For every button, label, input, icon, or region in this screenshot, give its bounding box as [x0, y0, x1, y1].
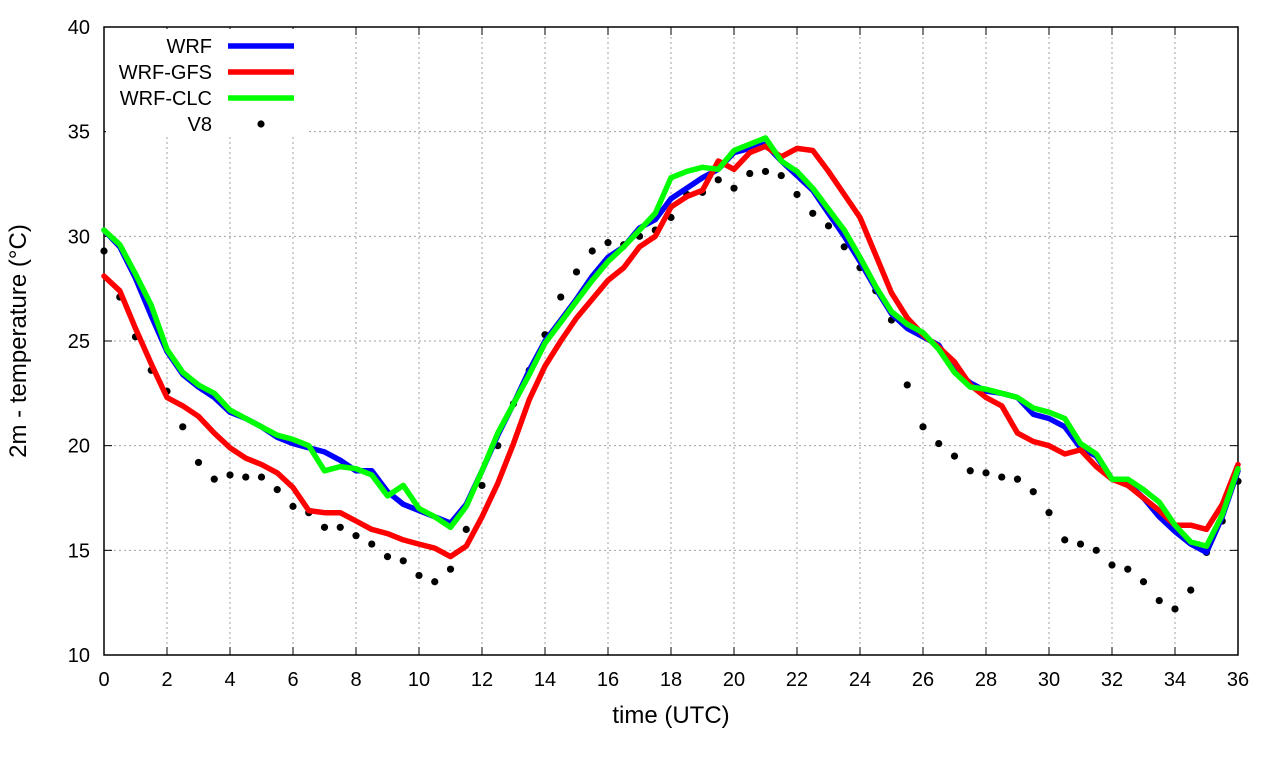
- data-point-v8: [446, 565, 455, 573]
- data-point-v8: [572, 268, 581, 276]
- data-point-v8: [746, 169, 754, 178]
- data-point-v8: [478, 481, 486, 490]
- legend: WRF WRF-GFS WRF-CLC V8: [106, 29, 306, 137]
- data-point-v8: [950, 452, 959, 460]
- data-point-v8: [210, 475, 218, 483]
- data-point-v8: [966, 467, 974, 475]
- series-group: [100, 135, 1242, 613]
- x-tick-label: 28: [975, 669, 997, 691]
- data-point-v8: [998, 473, 1006, 481]
- data-point-v8: [919, 423, 927, 431]
- data-point-v8: [257, 473, 266, 481]
- x-tick-label: 18: [660, 669, 682, 691]
- data-point-v8: [431, 578, 439, 586]
- data-point-v8: [588, 247, 596, 255]
- x-tick-label: 36: [1227, 669, 1249, 691]
- series-line-wrf-clc: [101, 135, 1241, 549]
- data-point-v8: [242, 473, 250, 481]
- x-tick-label: 16: [597, 669, 619, 691]
- data-point-v8: [761, 167, 770, 176]
- legend-label-wrf: WRF: [166, 36, 212, 58]
- y-tick-label: 30: [68, 226, 90, 248]
- y-tick-label: 10: [68, 645, 90, 667]
- data-point-v8: [840, 243, 848, 251]
- x-tick-label: 32: [1101, 669, 1123, 691]
- data-point-v8: [730, 184, 738, 192]
- x-tick-label: 8: [350, 669, 361, 691]
- data-point-v8: [557, 293, 565, 301]
- y-axis-label: 2m - temperature (°C): [5, 224, 32, 458]
- x-tick-label: 34: [1164, 669, 1186, 691]
- x-tick-label: 12: [471, 669, 493, 691]
- data-point-v8: [1108, 561, 1116, 569]
- x-tick-label: 24: [849, 669, 871, 691]
- data-point-v8: [1076, 540, 1085, 548]
- y-tick-label: 20: [68, 436, 90, 458]
- data-point-v8: [179, 423, 187, 431]
- series-line-wrf-gfs: [101, 143, 1241, 560]
- legend-label-wrf-clc: WRF-CLC: [120, 88, 212, 110]
- x-tick-label: 6: [287, 669, 298, 691]
- data-point-v8: [1171, 605, 1179, 613]
- data-point-v8: [226, 471, 234, 479]
- data-point-v8: [336, 523, 344, 531]
- data-point-v8: [1029, 488, 1037, 496]
- x-tick-label: 22: [786, 669, 808, 691]
- data-point-v8: [100, 247, 108, 255]
- x-tick-label: 10: [408, 669, 430, 691]
- data-point-v8: [777, 172, 785, 180]
- data-point-v8: [383, 553, 392, 561]
- data-point-v8: [462, 525, 470, 534]
- data-point-v8: [289, 502, 297, 510]
- data-point-v8: [1092, 546, 1100, 554]
- x-tick-label: 0: [98, 669, 109, 691]
- data-point-v8: [1045, 509, 1053, 517]
- legend-label-v8: V8: [188, 114, 212, 136]
- data-point-v8: [1124, 565, 1132, 573]
- data-point-v8: [604, 239, 612, 247]
- y-tick-label: 40: [68, 17, 90, 39]
- legend-marker-v8: [257, 120, 265, 128]
- y-tick-label: 25: [68, 331, 90, 353]
- data-point-v8: [320, 523, 329, 531]
- data-point-v8: [793, 190, 801, 199]
- y-tick-label: 35: [68, 122, 90, 144]
- data-point-v8: [1155, 596, 1163, 605]
- data-point-v8: [935, 439, 943, 448]
- data-point-v8: [1187, 586, 1195, 594]
- x-tick-label: 26: [912, 669, 934, 691]
- x-tick-label: 20: [723, 669, 745, 691]
- data-point-v8: [1013, 475, 1022, 483]
- data-point-v8: [352, 532, 360, 540]
- data-point-v8: [1061, 536, 1069, 544]
- y-tick-label: 15: [68, 540, 90, 562]
- series-line-wrf: [101, 141, 1241, 556]
- x-tick-label: 14: [534, 669, 556, 691]
- data-point-v8: [368, 540, 376, 548]
- data-point-v8: [415, 571, 423, 580]
- legend-label-wrf-gfs: WRF-GFS: [119, 62, 212, 84]
- data-point-v8: [824, 222, 833, 230]
- data-point-v8: [399, 557, 407, 565]
- x-tick-label: 2: [161, 669, 172, 691]
- data-point-v8: [714, 176, 722, 184]
- x-tick-label: 30: [1038, 669, 1060, 691]
- data-point-v8: [809, 209, 817, 217]
- x-axis-label: time (UTC): [612, 702, 729, 729]
- data-point-v8: [903, 381, 911, 389]
- data-point-v8: [273, 486, 281, 494]
- data-point-v8: [1139, 578, 1148, 586]
- data-point-v8: [982, 469, 990, 477]
- data-point-v8: [194, 458, 203, 467]
- x-tick-label: 4: [224, 669, 235, 691]
- axis-ticks: 0 2 4 6 8 10 12 14 16 18 20 22 24 26 28 30 32 34 361015202…: [68, 17, 1249, 691]
